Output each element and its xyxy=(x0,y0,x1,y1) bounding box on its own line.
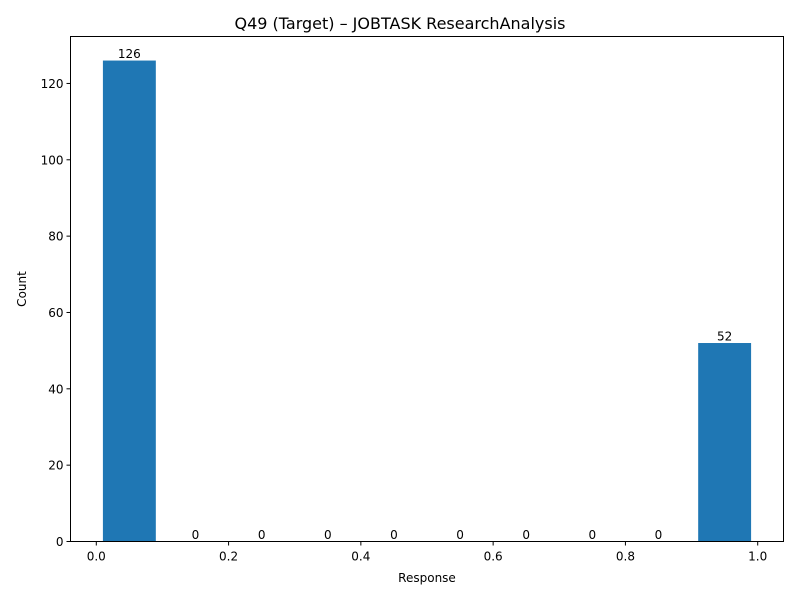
bars-layer xyxy=(102,60,752,542)
y-tick-label: 20 xyxy=(48,459,63,473)
x-tick-label: 0.6 xyxy=(484,550,503,564)
bar-value-label: 0 xyxy=(655,528,663,542)
y-tick-label: 80 xyxy=(48,230,63,244)
bar-value-label: 0 xyxy=(258,528,266,542)
y-tick-label: 120 xyxy=(41,77,64,91)
y-axis-label: Count xyxy=(15,271,29,307)
data-labels-layer: 126 0 0 0 0 0 0 0 0 52 xyxy=(118,47,732,542)
chart-title: Q49 (Target) – JOBTASK ResearchAnalysis xyxy=(234,14,565,33)
bar-value-label: 0 xyxy=(522,528,530,542)
x-tick-label: 0.8 xyxy=(616,550,635,564)
bar-value-label: 52 xyxy=(717,330,732,344)
x-tick-label: 0.4 xyxy=(351,550,370,564)
x-tick-label: 0.0 xyxy=(87,550,106,564)
plot-frame xyxy=(70,36,784,542)
y-tick-label: 0 xyxy=(56,535,64,549)
y-tick-label: 40 xyxy=(48,382,63,396)
x-axis-ticks: 0.0 0.2 0.4 0.6 0.8 1.0 xyxy=(87,541,767,564)
bar-value-label: 0 xyxy=(324,528,332,542)
y-tick-label: 60 xyxy=(48,306,63,320)
histogram-bar xyxy=(698,343,752,542)
y-axis-ticks: 0 20 40 60 80 100 120 xyxy=(41,77,71,549)
y-tick-label: 100 xyxy=(41,153,64,167)
histogram-bar xyxy=(102,60,156,542)
x-tick-label: 0.2 xyxy=(219,550,238,564)
bar-value-label: 0 xyxy=(589,528,597,542)
bar-value-label: 0 xyxy=(456,528,464,542)
bar-value-label: 0 xyxy=(390,528,398,542)
bar-value-label: 126 xyxy=(118,47,141,61)
x-tick-label: 1.0 xyxy=(748,550,767,564)
bar-value-label: 0 xyxy=(192,528,200,542)
x-axis-label: Response xyxy=(398,571,456,585)
